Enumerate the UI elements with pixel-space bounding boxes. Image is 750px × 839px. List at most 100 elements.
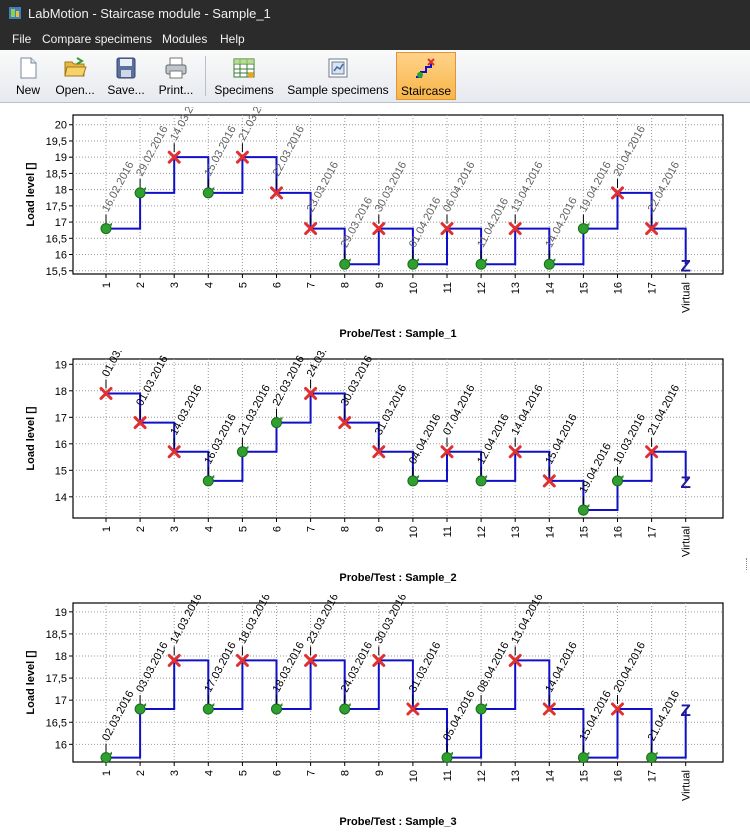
x-tick-label: 11 bbox=[442, 770, 454, 781]
y-tick-label: 16 bbox=[55, 439, 67, 451]
fail-marker[interactable] bbox=[372, 222, 386, 236]
new-document-icon bbox=[20, 57, 37, 79]
y-tick-label: 14 bbox=[55, 492, 67, 504]
menu-file[interactable]: File bbox=[12, 32, 32, 46]
fail-marker[interactable] bbox=[645, 445, 659, 459]
pass-flag-icon bbox=[414, 474, 419, 478]
fail-marker[interactable] bbox=[235, 653, 249, 667]
x-tick-label: 13 bbox=[510, 526, 522, 538]
pass-marker[interactable] bbox=[100, 223, 112, 235]
menu-modules[interactable]: Modules bbox=[162, 32, 208, 46]
new-button[interactable]: New bbox=[6, 52, 50, 100]
fail-marker[interactable] bbox=[542, 474, 556, 488]
fail-marker[interactable] bbox=[270, 186, 283, 200]
x-tick-label: 11 bbox=[442, 282, 454, 293]
pass-marker[interactable] bbox=[202, 703, 214, 715]
x-tick-label: 14 bbox=[544, 526, 556, 538]
pass-marker[interactable] bbox=[543, 258, 555, 270]
pass-flag-icon bbox=[483, 474, 488, 478]
fail-marker[interactable] bbox=[167, 445, 181, 459]
pass-marker[interactable] bbox=[202, 187, 214, 199]
pass-marker[interactable] bbox=[202, 475, 214, 487]
pass-flag-icon bbox=[142, 186, 147, 190]
fail-marker[interactable] bbox=[338, 416, 352, 430]
x-tick-label: 3 bbox=[169, 526, 181, 532]
fail-marker[interactable] bbox=[372, 445, 386, 459]
pass-marker[interactable] bbox=[612, 475, 623, 487]
x-tick-label: 16 bbox=[613, 526, 625, 538]
fail-marker[interactable] bbox=[440, 222, 454, 236]
pass-marker[interactable] bbox=[271, 703, 282, 715]
fail-marker[interactable] bbox=[406, 702, 420, 716]
pass-marker[interactable] bbox=[475, 475, 487, 487]
pass-marker[interactable] bbox=[134, 187, 146, 199]
fail-marker[interactable] bbox=[611, 702, 624, 716]
y-tick-label: 16,5 bbox=[46, 717, 67, 729]
staircase-button[interactable]: Staircase bbox=[396, 52, 456, 100]
pass-flag-icon bbox=[449, 751, 453, 755]
pass-marker[interactable] bbox=[100, 752, 112, 764]
fail-marker[interactable] bbox=[542, 702, 556, 716]
fail-marker[interactable] bbox=[235, 150, 249, 164]
fail-marker[interactable] bbox=[99, 386, 113, 400]
pass-marker[interactable] bbox=[339, 703, 351, 715]
fail-marker[interactable] bbox=[645, 222, 659, 236]
save-button[interactable]: Save... bbox=[104, 52, 148, 100]
open-button[interactable]: Open... bbox=[52, 52, 98, 100]
pass-marker[interactable] bbox=[339, 258, 351, 270]
menu-compare-specimens[interactable]: Compare specimens bbox=[42, 32, 153, 46]
sample-specimens-button[interactable]: Sample specimens bbox=[284, 52, 392, 100]
fail-marker[interactable] bbox=[440, 445, 454, 459]
pass-marker[interactable] bbox=[475, 703, 487, 715]
y-tick-label: 17,5 bbox=[46, 673, 67, 685]
pass-marker[interactable] bbox=[134, 703, 146, 715]
fail-marker[interactable] bbox=[508, 653, 522, 667]
fail-marker[interactable] bbox=[133, 416, 147, 430]
x-tick-label: 17 bbox=[647, 282, 659, 294]
x-tick-label: 1 bbox=[101, 770, 113, 776]
fail-marker[interactable] bbox=[304, 386, 318, 400]
y-tick-label: 15,5 bbox=[46, 266, 67, 278]
pass-marker[interactable] bbox=[475, 258, 487, 270]
pass-marker[interactable] bbox=[441, 752, 453, 764]
fail-marker[interactable] bbox=[611, 186, 624, 200]
pass-marker[interactable] bbox=[407, 475, 419, 487]
fail-marker[interactable] bbox=[167, 150, 181, 164]
x-tick-label: 16 bbox=[613, 282, 625, 294]
x-tick-label: 13 bbox=[510, 770, 522, 782]
pass-marker[interactable] bbox=[646, 752, 658, 764]
menu-help[interactable]: Help bbox=[220, 32, 245, 46]
y-tick-label: 17,5 bbox=[46, 201, 67, 213]
print-button[interactable]: Print... bbox=[152, 52, 200, 100]
y-tick-label: 19 bbox=[55, 607, 67, 619]
fail-marker[interactable] bbox=[508, 222, 522, 236]
fail-marker[interactable] bbox=[508, 445, 522, 459]
pass-marker[interactable] bbox=[236, 446, 248, 458]
fail-marker[interactable] bbox=[304, 653, 318, 667]
x-tick-label: 2 bbox=[135, 282, 147, 288]
pass-marker[interactable] bbox=[271, 417, 282, 429]
x-tick-label: 14 bbox=[544, 770, 556, 782]
x-tick-label: 13 bbox=[510, 282, 522, 294]
pass-marker[interactable] bbox=[577, 752, 589, 764]
fail-marker[interactable] bbox=[372, 653, 386, 667]
pass-marker[interactable] bbox=[407, 258, 419, 270]
x-tick-label: 8 bbox=[340, 526, 352, 532]
x-tick-label: 3 bbox=[169, 770, 181, 776]
x-tick-label: 8 bbox=[340, 282, 352, 288]
specimens-button[interactable]: Specimens bbox=[212, 52, 276, 100]
fail-marker[interactable] bbox=[304, 222, 318, 236]
staircase-chart-sample-3: 16 16,5 17 17,5 18 18,5 19 1 2 3 4 5 6 7 8 9 10 11 12 13 14 1… bbox=[0, 592, 750, 839]
pass-marker[interactable] bbox=[577, 223, 589, 235]
x-tick-label: 1 bbox=[101, 282, 113, 288]
virtual-z-marker: Z bbox=[681, 256, 691, 275]
staircase-chart-sample-1: 15,5 16 16,5 17 17,5 18 18,5 19 19,5 20 1 2 3 4 5 6 7 8 9 1… bbox=[0, 88, 750, 351]
x-tick-label: 7 bbox=[306, 526, 318, 532]
x-axis-title: Probe/Test : Sample_2 bbox=[339, 572, 456, 584]
pass-marker[interactable] bbox=[577, 504, 589, 516]
pass-flag-icon bbox=[346, 703, 351, 706]
splitter-grip[interactable] bbox=[746, 558, 750, 570]
x-tick-label: 10 bbox=[408, 526, 420, 538]
plot-area bbox=[72, 602, 724, 763]
fail-marker[interactable] bbox=[167, 653, 181, 667]
